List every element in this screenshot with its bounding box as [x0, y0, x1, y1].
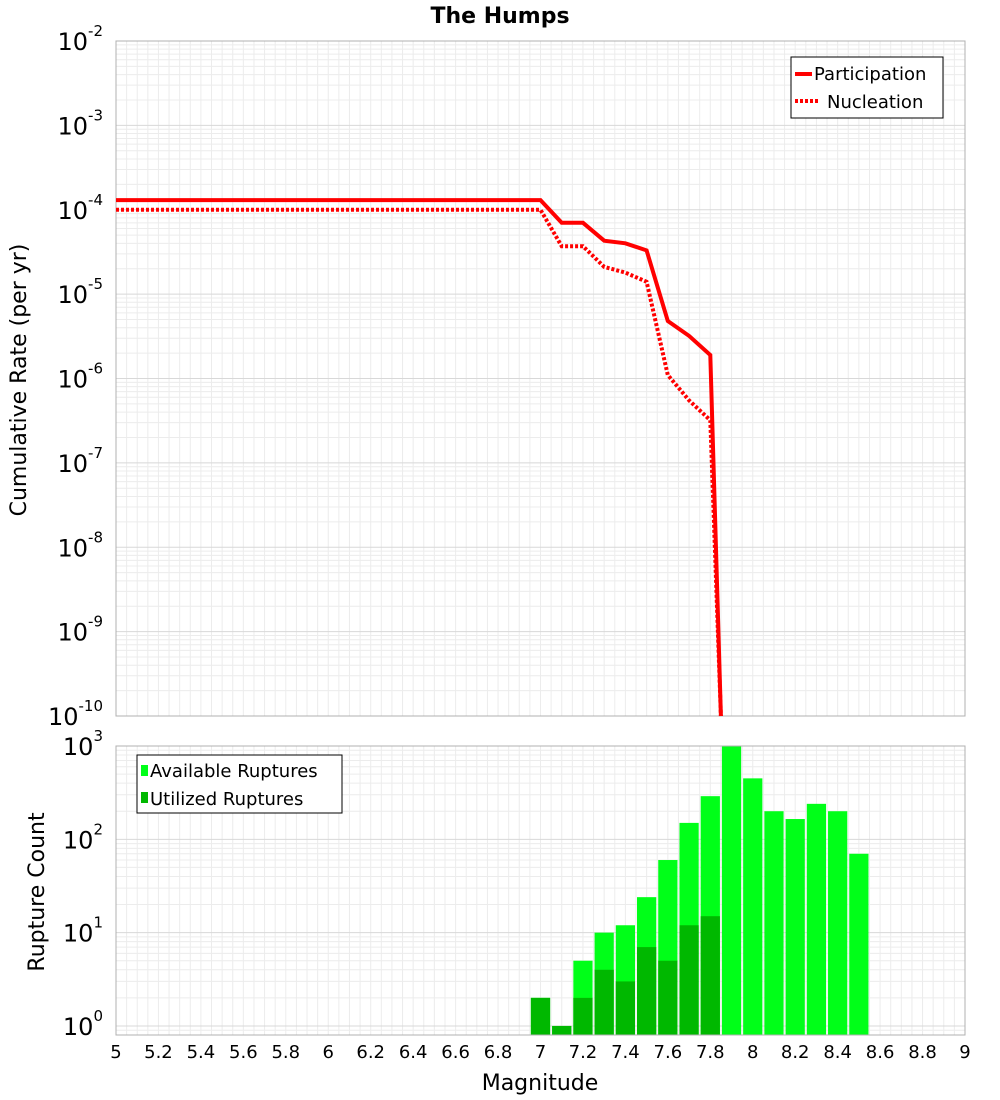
x-tick-label: 7: [535, 1042, 546, 1063]
x-tick-label: 8.6: [866, 1042, 895, 1063]
top-y-tick-label: 10-10: [48, 697, 103, 731]
bottom-y-tick-label: 100: [63, 1007, 103, 1041]
top-y-tick-label: 10-3: [57, 106, 103, 140]
available-bar: [721, 746, 742, 1035]
top-y-tick-label: 10-9: [57, 613, 103, 647]
chart-title: The Humps: [430, 4, 569, 29]
cumulative-rate-panel: 10-10 10-9 10-8 10-7 10-6 10-5 10-4 10-3 10-2: [48, 22, 966, 731]
bottom-y-tick-label: 102: [63, 820, 103, 854]
utilized-bar: [679, 925, 699, 1035]
x-tick-label: 6.8: [484, 1042, 513, 1063]
available-bar: [743, 778, 763, 1035]
bottom-y-tick-label: 101: [63, 914, 103, 948]
available-bar: [785, 819, 805, 1035]
rate-legend-box: [790, 56, 944, 119]
rate-legend: Participation Nucleation: [790, 56, 944, 119]
x-tick-label: 7.2: [569, 1042, 598, 1063]
x-tick-label: 8.8: [908, 1042, 937, 1063]
x-tick-label: 5.6: [229, 1042, 258, 1063]
utilized-bar: [615, 981, 636, 1035]
x-tick-label: 7.6: [654, 1042, 683, 1063]
rupture-legend-box: [136, 754, 343, 814]
utilized-bar: [658, 960, 678, 1035]
x-tick-label: 6.4: [399, 1042, 428, 1063]
x-axis-title: Magnitude: [482, 1071, 599, 1096]
x-tick-label: 8: [747, 1042, 758, 1063]
x-tick-label: 8.2: [781, 1042, 810, 1063]
available-bar: [806, 803, 827, 1035]
utilized-bar: [530, 997, 551, 1035]
utilized-legend-label: Utilized Ruptures: [150, 789, 303, 810]
top-y-tick-label: 10-5: [57, 275, 103, 309]
available-bar: [764, 811, 784, 1035]
available-legend-swatch: [141, 765, 148, 776]
bottom-plot-frame: [115, 745, 966, 1036]
x-tick-label: 5.8: [271, 1042, 300, 1063]
nucleation-legend-label: Nucleation: [827, 92, 923, 113]
x-tick-label: 5: [110, 1042, 121, 1063]
x-tick-label: 6.2: [356, 1042, 385, 1063]
available-bar: [849, 853, 869, 1035]
utilized-legend-swatch: [141, 792, 148, 803]
utilized-bar: [573, 997, 593, 1035]
x-tick-label: 6.6: [441, 1042, 470, 1063]
nucleation-line: [116, 207, 723, 717]
top-y-tick-label: 10-8: [57, 528, 103, 562]
x-tick-label: 5.4: [187, 1042, 216, 1063]
top-y-tick-label: 10-2: [57, 22, 103, 56]
participation-legend-label: Participation: [814, 64, 926, 85]
x-tick-label: 9: [959, 1042, 970, 1063]
x-tick-label: 7.4: [611, 1042, 640, 1063]
top-y-tick-label: 10-4: [57, 191, 103, 225]
utilized-bar: [594, 969, 614, 1035]
bottom-y-tick-label: 103: [63, 727, 103, 761]
top-y-axis-title: Cumulative Rate (per yr): [7, 244, 32, 517]
x-tick-label: 5.2: [144, 1042, 173, 1063]
top-y-tick-label: 10-7: [57, 444, 103, 478]
rupture-legend: Available Ruptures Utilized Ruptures: [136, 754, 343, 814]
x-tick-label: 8.4: [823, 1042, 852, 1063]
x-axis-tick-labels: 5 5.2 5.4 5.6 5.8 6 6.2 6.4 6.6 6.8 7 7.2 7.4 7.6 7.8 8…: [110, 1042, 970, 1063]
available-bar: [828, 811, 848, 1035]
participation-line: [116, 198, 723, 717]
utilized-bar: [552, 1025, 572, 1035]
utilized-bar: [637, 947, 657, 1035]
rupture-count-panel: 100 101 102 103: [63, 727, 966, 1041]
bottom-y-axis-title: Rupture Count: [25, 812, 50, 972]
x-tick-label: 6: [323, 1042, 334, 1063]
x-tick-label: 7.8: [696, 1042, 725, 1063]
top-plot-frame: [115, 40, 966, 717]
available-legend-label: Available Ruptures: [150, 761, 318, 782]
utilized-bar: [700, 916, 720, 1035]
top-y-tick-label: 10-6: [57, 360, 103, 394]
